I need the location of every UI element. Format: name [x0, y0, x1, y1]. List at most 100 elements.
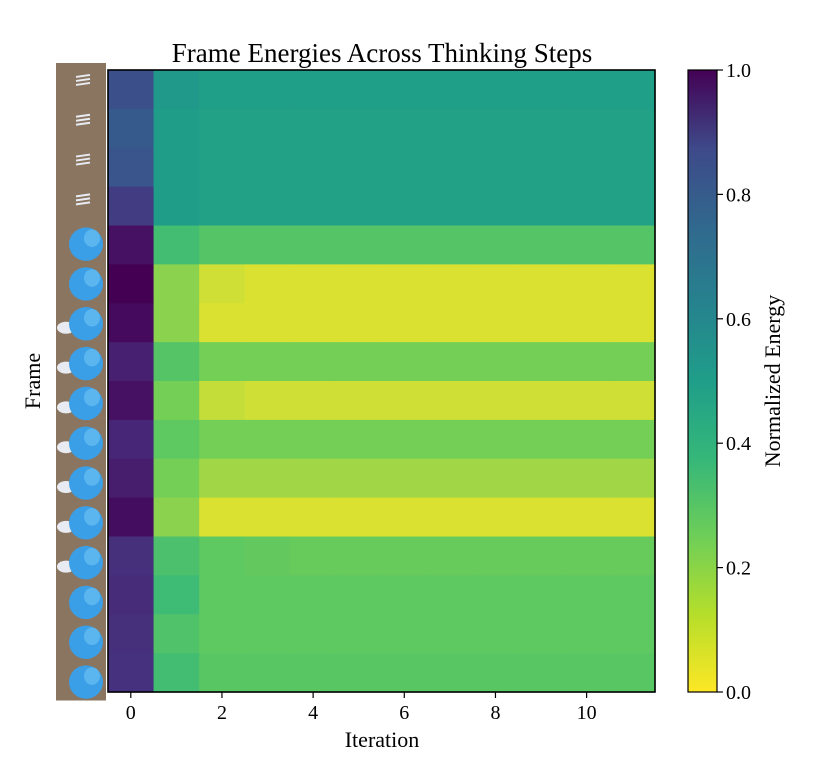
heatmap-cell-f0-i6 [381, 70, 428, 110]
heatmap-cell-f0-i7 [427, 70, 474, 110]
heatmap-cell-f9-i10 [563, 419, 611, 460]
heatmap-cell-f14-i5 [335, 614, 383, 654]
heatmap-cell-f1-i1 [153, 108, 200, 149]
heatmap-cell-f9-i9 [518, 419, 565, 460]
heatmap-cell-f3-i5 [335, 186, 383, 227]
heatmap-cell-f6-i7 [427, 303, 474, 343]
frame-thumbnail-7 [56, 341, 106, 382]
frame-thumbnail-0 [56, 63, 106, 104]
colorbar: 0.0 0.2 0.4 0.6 0.8 1.0 Normalized Energy [687, 60, 785, 704]
frame-thumbnail-13 [56, 580, 106, 621]
frame-thumbnail-1 [56, 102, 106, 144]
heatmap-cell-f7-i5 [335, 342, 383, 382]
x-tick-label-6: 6 [399, 702, 409, 724]
heatmap-cell-f1-i5 [335, 108, 383, 149]
heatmap-cell-f5-i11 [609, 264, 656, 304]
heatmap-cell-f1-i7 [427, 108, 474, 149]
heatmap-cell-f0-i4 [290, 70, 337, 110]
heatmap-cell-f12-i9 [518, 536, 565, 576]
heatmap-cell-f0-i3 [244, 70, 291, 110]
heatmap-cell-f9-i7 [427, 419, 474, 460]
heatmap-cell-f11-i6 [381, 497, 428, 538]
heatmap-cell-f8-i0 [108, 381, 155, 421]
heatmap-cell-f3-i1 [153, 186, 200, 227]
heatmap-cell-f2-i6 [381, 147, 428, 188]
heatmap-cell-f6-i6 [381, 303, 428, 343]
heatmap-cell-f1-i4 [290, 108, 337, 149]
heatmap-cell-f3-i9 [518, 186, 565, 227]
heatmap-cell-f4-i6 [381, 225, 428, 265]
heatmap-cell-f11-i10 [563, 497, 611, 538]
chart-title: Frame Energies Across Thinking Steps [172, 38, 592, 68]
heatmap-cell-f13-i0 [108, 575, 155, 615]
x-tick-label-4: 4 [308, 702, 318, 724]
heatmap-cell-f8-i10 [563, 381, 611, 421]
heatmap-cell-f2-i7 [427, 147, 474, 188]
colorbar-ticks: 0.0 0.2 0.4 0.6 0.8 1.0 [717, 60, 751, 704]
heatmap-cell-f14-i7 [427, 614, 474, 654]
heatmap-cell-f7-i11 [609, 342, 656, 382]
heatmap-cell-f0-i0 [108, 70, 155, 110]
frame-thumbnail-15 [56, 660, 106, 701]
heatmap-cell-f11-i9 [518, 497, 565, 538]
heatmap-cell-f13-i2 [199, 575, 246, 615]
heatmap-cell-f8-i8 [472, 381, 519, 421]
heatmap-cell-f14-i2 [199, 614, 246, 654]
heatmap-cell-f12-i5 [335, 536, 383, 576]
heatmap-cell-f9-i4 [290, 419, 337, 460]
heatmap-cell-f3-i2 [199, 186, 246, 227]
y-axis-label: Frame [20, 353, 45, 409]
heatmap-cell-f4-i10 [563, 225, 611, 265]
heatmap-cell-f14-i11 [609, 614, 656, 654]
heatmap-cell-f5-i5 [335, 264, 383, 304]
frame-thumbnail-11 [56, 500, 106, 542]
heatmap-cell-f10-i7 [427, 458, 474, 499]
heatmap-cell-f14-i1 [153, 614, 200, 654]
heatmap-cell-f13-i8 [472, 575, 519, 615]
heatmap-cell-f6-i3 [244, 303, 291, 343]
plot-frame [107, 69, 656, 693]
frame-thumbnail-3 [56, 182, 106, 223]
heatmap-cell-f4-i11 [609, 225, 656, 265]
heatmap-cell-f13-i1 [153, 575, 200, 615]
heatmap-cell-f5-i0 [108, 264, 155, 304]
heatmap-cell-f10-i2 [199, 458, 246, 499]
heatmap-cell-f1-i6 [381, 108, 428, 149]
heatmap-cell-f10-i4 [290, 458, 337, 499]
heatmap-cell-f12-i2 [199, 536, 246, 576]
heatmap-cell-f7-i8 [472, 342, 519, 382]
heatmap-cells [108, 70, 656, 693]
heatmap-cell-f5-i3 [244, 264, 291, 304]
x-axis-ticks: 0 2 4 6 8 10 [126, 692, 597, 724]
heatmap-cell-f6-i5 [335, 303, 383, 343]
heatmap-cell-f5-i7 [427, 264, 474, 304]
colorbar-tick-label-4: 0.8 [726, 184, 751, 206]
heatmap-cell-f8-i2 [199, 381, 246, 421]
heatmap-cell-f11-i11 [609, 497, 656, 538]
heatmap-cell-f11-i3 [244, 497, 291, 538]
heatmap-cell-f3-i3 [244, 186, 291, 227]
heatmap-cell-f14-i3 [244, 614, 291, 654]
heatmap-cell-f11-i5 [335, 497, 383, 538]
heatmap-cell-f4-i1 [153, 225, 200, 265]
heatmap-cell-f7-i0 [108, 342, 155, 382]
heatmap-cell-f14-i8 [472, 614, 519, 654]
heatmap-cell-f5-i1 [153, 264, 200, 304]
x-axis-label: Iteration [345, 727, 420, 752]
heatmap-cell-f13-i10 [563, 575, 611, 615]
heatmap-cell-f8-i3 [244, 381, 291, 421]
heatmap-cell-f12-i1 [153, 536, 200, 576]
heatmap-cell-f10-i6 [381, 458, 428, 499]
heatmap-cell-f15-i1 [153, 653, 200, 693]
heatmap-cell-f15-i0 [108, 653, 155, 693]
heatmap-cell-f10-i3 [244, 458, 291, 499]
heatmap-cell-f12-i0 [108, 536, 155, 576]
heatmap-cell-f3-i4 [290, 186, 337, 227]
colorbar-tick-label-2: 0.4 [726, 433, 751, 455]
heatmap-cell-f1-i8 [472, 108, 519, 149]
heatmap-cell-f6-i4 [290, 303, 337, 343]
heatmap-cell-f4-i2 [199, 225, 246, 265]
heatmap-cell-f0-i2 [199, 70, 246, 110]
heatmap-cell-f9-i1 [153, 419, 200, 460]
